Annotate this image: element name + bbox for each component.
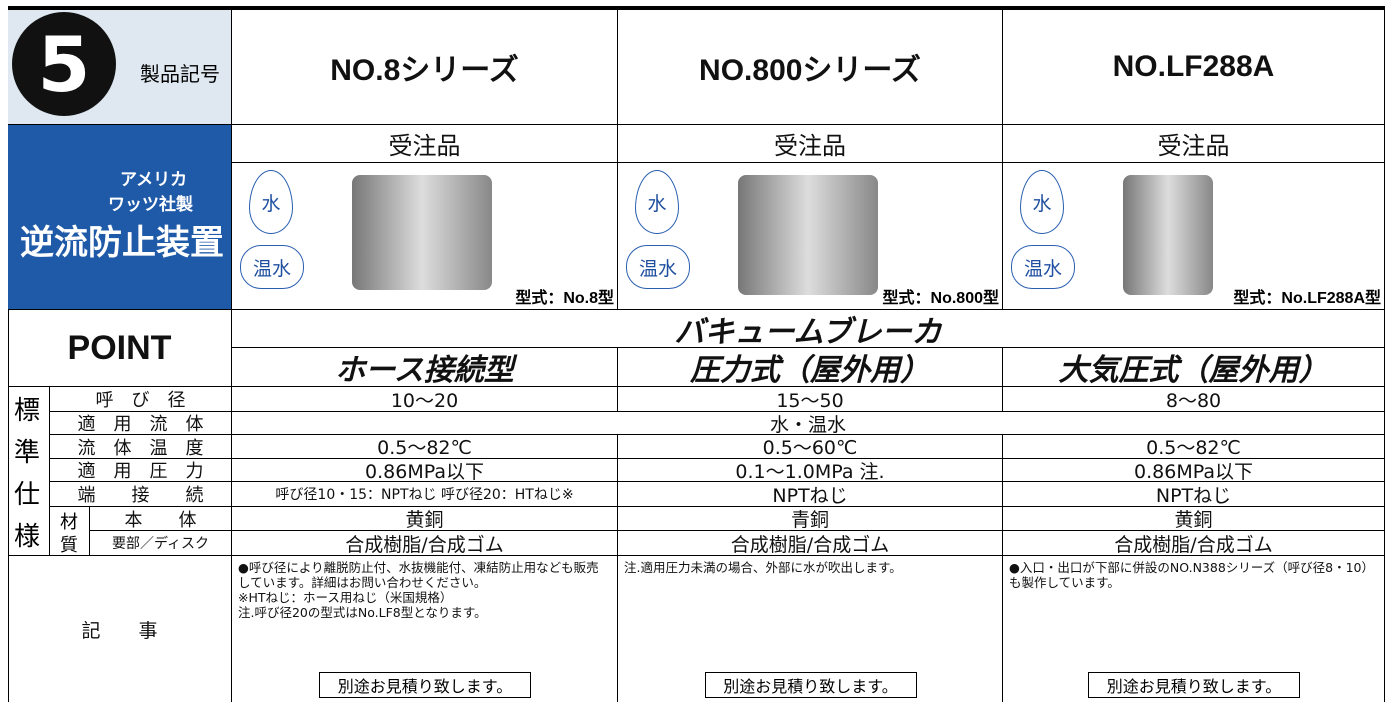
maker-line: ワッツ社製 <box>108 195 193 214</box>
material-group-cell <box>50 507 90 556</box>
spec-value: 15～50 <box>618 387 1003 412</box>
product-kind: 逆流防止装置 <box>20 224 224 262</box>
product-photo-cell <box>1003 163 1385 310</box>
top-rule <box>8 6 1385 10</box>
notes-label: 記 事 <box>8 556 232 702</box>
spec-label: 要部／ディスク <box>90 531 232 556</box>
model-label: 型式：No.800型 <box>882 290 999 307</box>
note-line: 注.呼び径20の型式はNo.LF8型となります。 <box>238 605 487 620</box>
type-cell: ホース接続型 <box>232 348 618 387</box>
notes-cell: ●入口・出口が下部に併設のNO.N388シリーズ（呼び径8・10）も製作していま… <box>1003 556 1385 702</box>
spec-value: 水・温水 <box>232 412 1385 435</box>
badge: 温水 <box>240 245 304 289</box>
spec-value: 合成樹脂/合成ゴム <box>618 531 1003 556</box>
product-photo-cell <box>232 163 618 310</box>
note-line: ●入口・出口が下部に併設のNO.N388シリーズ（呼び径8・10）も製作していま… <box>1009 560 1375 590</box>
order-type: 受注品 <box>232 125 618 163</box>
notes-cell: 注.適用圧力未満の場合、外部に水が吹出します。 <box>618 556 1003 702</box>
category-cell: バキュームブレーカ <box>232 310 1385 348</box>
spec-value: 0.1～1.0MPa 注. <box>618 459 1003 482</box>
note-line: 注.適用圧力未満の場合、外部に水が吹出します。 <box>624 560 902 575</box>
model-label: 型式：No.8型 <box>515 290 614 307</box>
spec-label: 本 体 <box>90 507 232 531</box>
product-name: NO.8シリーズ <box>232 10 618 125</box>
material-char: 質 <box>60 535 78 556</box>
spec-label: 呼 び 径 <box>50 387 232 412</box>
product-photo <box>738 175 878 295</box>
spec-value: 8～80 <box>1003 387 1385 412</box>
number-badge: 5 <box>12 12 116 116</box>
spec-value: 0.5～60℃ <box>618 435 1003 459</box>
spec-value: 黄銅 <box>232 507 618 531</box>
type-cell: 大気圧式（屋外用） <box>1003 348 1385 387</box>
order-type: 受注品 <box>618 125 1003 163</box>
spec-label: 適 用 流 体 <box>50 412 232 435</box>
maker-line: アメリカ <box>120 170 188 189</box>
spec-label: 適 用 圧 力 <box>50 459 232 482</box>
spec-group-char: 様 <box>14 522 41 552</box>
spec-group-char: 準 <box>14 438 41 468</box>
product-photo <box>352 175 492 290</box>
product-photo <box>1123 175 1213 295</box>
order-type: 受注品 <box>1003 125 1385 163</box>
spec-value: 合成樹脂/合成ゴム <box>1003 531 1385 556</box>
spec-value: NPTねじ <box>1003 482 1385 507</box>
estimate-box: 別途お見積り致します。 <box>319 672 531 698</box>
type-cell: 圧力式（屋外用） <box>618 348 1003 387</box>
badge: 温水 <box>1011 245 1075 289</box>
spec-label: 端 接 続 <box>50 482 232 507</box>
product-name: NO.LF288A <box>1003 10 1385 125</box>
spec-value: 青銅 <box>618 507 1003 531</box>
badge: 温水 <box>626 245 690 289</box>
spec-value: 0.5～82℃ <box>232 435 618 459</box>
spec-value: 10～20 <box>232 387 618 412</box>
badge: 水 <box>635 170 679 234</box>
spec-value: 0.86MPa以下 <box>232 459 618 482</box>
spec-value: NPTねじ <box>618 482 1003 507</box>
spec-value: 0.86MPa以下 <box>1003 459 1385 482</box>
material-char: 材 <box>60 512 78 533</box>
note-line: ●呼び径により離脱防止付、水抜機能付、凍結防止用なども販売しています。詳細はお問… <box>238 560 599 590</box>
spec-group-char: 標 <box>14 396 41 426</box>
spec-value: 0.5～82℃ <box>1003 435 1385 459</box>
header-label: 製品記号 <box>140 62 220 86</box>
product-photo-cell <box>618 163 1003 310</box>
spec-label: 流 体 温 度 <box>50 435 232 459</box>
spec-value: 呼び径10・15：NPTねじ 呼び径20：HTねじ※ <box>232 482 618 507</box>
maker-cell <box>8 125 232 310</box>
product-name: NO.800シリーズ <box>618 10 1003 125</box>
spec-value: 黄銅 <box>1003 507 1385 531</box>
point-cell: POINT <box>8 310 232 387</box>
estimate-box: 別途お見積り致します。 <box>704 672 917 698</box>
left-rule <box>8 8 9 702</box>
badge: 水 <box>249 170 293 234</box>
estimate-box: 別途お見積り致します。 <box>1088 672 1300 698</box>
spec-value: 合成樹脂/合成ゴム <box>232 531 618 556</box>
spec-group-cell <box>8 387 50 556</box>
badge: 水 <box>1020 170 1064 234</box>
model-label: 型式：No.LF288A型 <box>1233 290 1381 307</box>
spec-group-char: 仕 <box>14 480 41 510</box>
notes-cell: ●呼び径により離脱防止付、水抜機能付、凍結防止用なども販売しています。詳細はお問… <box>232 556 618 702</box>
note-line: ※HTねじ：ホース用ねじ（米国規格） <box>238 590 453 605</box>
